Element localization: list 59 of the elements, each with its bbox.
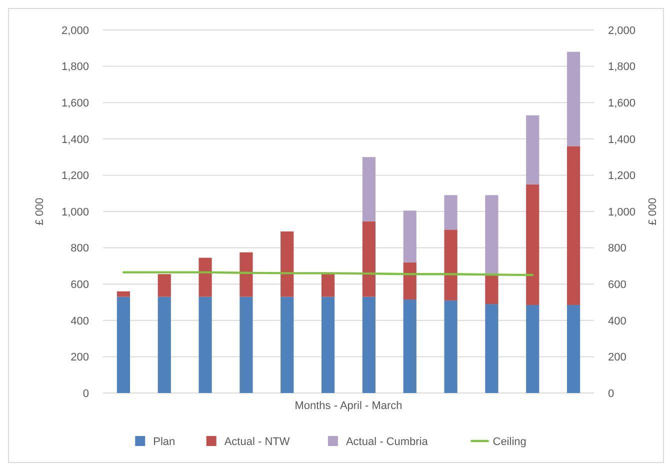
bar <box>403 262 416 300</box>
y-tick-label: 800 <box>70 242 89 255</box>
y2-tick-label: 1,800 <box>608 61 636 74</box>
y2-tick-label: 2,000 <box>608 24 636 37</box>
legend-label: Actual - Cumbria <box>346 436 429 448</box>
bar <box>158 296 171 393</box>
bar <box>321 274 335 297</box>
bar <box>321 296 335 393</box>
y2-tick-label: 400 <box>608 315 626 328</box>
x-axis-title: Months - April - March <box>294 400 402 412</box>
bar <box>485 304 498 393</box>
y2-axis-title: £ 000 <box>647 198 659 226</box>
y-tick-label: 1,800 <box>61 61 89 74</box>
y2-tick-label: 800 <box>608 242 626 255</box>
bar <box>444 195 458 230</box>
bar <box>485 274 498 304</box>
y2-tick-label: 1,200 <box>608 170 636 182</box>
y-tick-label: 200 <box>70 352 89 364</box>
bar <box>526 115 540 184</box>
bar <box>240 252 253 297</box>
bar <box>485 195 498 274</box>
bar <box>280 231 294 297</box>
bar <box>362 296 376 393</box>
y-tick-label: 1,400 <box>61 134 89 146</box>
y-tick-label: 1,600 <box>61 97 89 110</box>
bar <box>240 296 253 393</box>
bar <box>362 221 376 297</box>
y-tick-label: 1,000 <box>61 206 89 218</box>
bar <box>116 291 130 297</box>
bar <box>158 274 171 297</box>
bar <box>566 304 580 393</box>
y-tick-label: 0 <box>82 388 89 400</box>
bar <box>280 296 294 393</box>
bar <box>403 210 416 262</box>
y2-tick-label: 0 <box>608 388 614 400</box>
bar <box>198 258 212 297</box>
legend-label: Actual - NTW <box>224 436 290 448</box>
y2-tick-label: 1,400 <box>608 134 636 146</box>
bar <box>403 300 416 393</box>
y-tick-label: 600 <box>70 278 89 291</box>
y2-tick-label: 200 <box>608 352 626 364</box>
legend-label: Ceiling <box>492 436 526 448</box>
bar <box>444 300 458 393</box>
bar <box>526 304 540 393</box>
bar <box>116 296 130 393</box>
bar <box>526 184 540 305</box>
bar <box>362 157 376 222</box>
bar <box>444 230 458 300</box>
y-tick-label: 400 <box>70 315 89 328</box>
y-tick-label: 2,000 <box>61 24 89 37</box>
y2-tick-label: 1,000 <box>608 206 636 218</box>
bar <box>198 296 212 393</box>
y2-tick-label: 600 <box>608 278 626 291</box>
y-axis-title: £ 000 <box>34 198 46 226</box>
y-tick-label: 1,200 <box>61 170 89 182</box>
y2-tick-label: 1,600 <box>608 97 636 110</box>
legend-label: Plan <box>153 436 176 448</box>
bar <box>566 146 580 305</box>
bar <box>566 52 580 146</box>
